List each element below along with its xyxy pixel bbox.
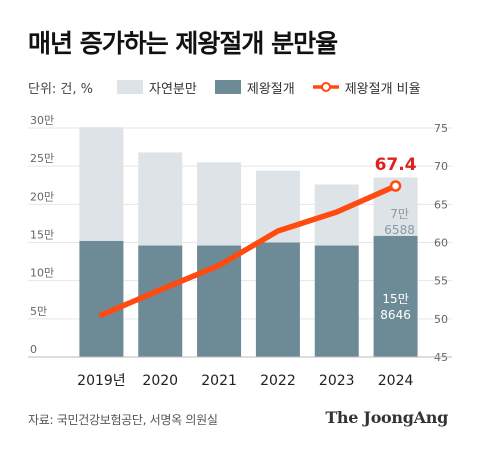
y-left-tick-label: 0	[30, 343, 37, 356]
legend-label-rate: 제왕절개 비율	[344, 81, 421, 97]
y-right-tick-label: 55	[434, 275, 448, 288]
y-left-tick-label: 25만	[30, 152, 54, 165]
legend: 단위: 건, % 자연분만 제왕절개 제왕절개 비율	[28, 77, 421, 97]
bar-cesarean	[138, 245, 183, 357]
cesarean-data-label: 8646	[380, 308, 411, 322]
y-right-tick-label: 75	[434, 122, 448, 135]
y-left-tick-label: 15만	[30, 229, 54, 242]
legend-label-natural: 자연분만	[149, 81, 197, 97]
legend-label-cesarean: 제왕절개	[246, 81, 295, 97]
x-tick-label: 2021	[201, 373, 237, 389]
brand-logo: The JoongAng	[325, 408, 448, 427]
bar-cesarean	[373, 235, 418, 357]
legend-swatch-natural	[117, 80, 144, 94]
natural-data-label: 6588	[384, 223, 415, 237]
natural-data-label: 7만	[390, 207, 409, 221]
y-right-tick-label: 70	[434, 160, 448, 173]
x-tick-label: 2023	[319, 373, 355, 389]
unit-label: 단위: 건, %	[28, 81, 94, 97]
bar-cesarean	[255, 242, 300, 357]
bar-cesarean	[79, 240, 124, 357]
y-right-tick-label: 50	[434, 313, 448, 326]
y-right-tick-label: 60	[434, 237, 448, 250]
x-tick-label: 2022	[260, 373, 296, 389]
y-left-tick-label: 20만	[30, 190, 54, 203]
source-note: 자료: 국민건강보험공단, 서명옥 의원실	[28, 413, 218, 427]
rate-point	[389, 180, 402, 192]
y-left-tick-label: 5만	[30, 305, 47, 318]
legend-swatch-cesarean	[214, 80, 241, 94]
legend-item-rate: 제왕절개 비율	[312, 78, 421, 97]
page-title: 매년 증가하는 제왕절개 분만율	[28, 29, 338, 58]
rate-line	[98, 183, 399, 318]
y-left-tick-label: 30만	[30, 114, 54, 127]
bar-cesarean	[314, 245, 359, 357]
legend-item-natural: 자연분만	[117, 78, 197, 97]
bar-natural	[138, 152, 183, 246]
y-left-tick-label: 10만	[30, 267, 54, 280]
legend-item-cesarean: 제왕절개	[214, 78, 295, 97]
x-tick-label: 2019년	[77, 373, 126, 389]
legend-swatch-rate	[312, 82, 339, 92]
bar-natural	[79, 127, 124, 241]
x-tick-label: 2024	[378, 373, 414, 389]
rate-data-label: 67.4	[375, 155, 417, 175]
bar-natural	[197, 162, 242, 246]
cesarean-data-label: 15만	[382, 292, 408, 306]
y-right-tick-label: 65	[434, 198, 448, 211]
x-tick-label: 2020	[142, 373, 178, 389]
